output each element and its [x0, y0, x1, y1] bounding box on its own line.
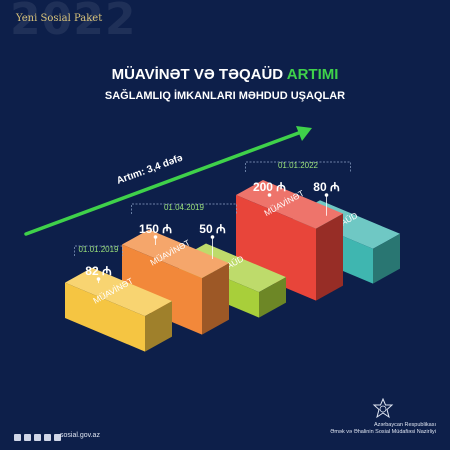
date-label: 01.01.2022: [278, 161, 319, 170]
bar-top-face: [65, 267, 172, 317]
value-dot: [324, 193, 329, 197]
ministry-line2: Əmək və Əhalinin Sosial Müdafiəsi Nazirl…: [330, 429, 436, 435]
value-dot: [96, 277, 101, 281]
twitter-icon[interactable]: [34, 434, 41, 441]
bar-side-face: [259, 277, 286, 318]
bar-1: MÜAVİNƏT: [122, 229, 229, 335]
growth-arrow-line: [24, 129, 306, 236]
chart-subtitle: SAĞLAMLIQ İMKANLARI MƏHDUD UŞAQLAR: [104, 90, 346, 102]
bar-front-face: [65, 282, 145, 352]
chart-title: MÜAVİNƏT VƏ TƏQAÜD ARTIMI: [0, 66, 450, 83]
growth-label: Artım: 3,4 dəfə: [115, 153, 184, 187]
facebook-icon[interactable]: [14, 434, 21, 441]
value-label: 80 ₼: [313, 180, 340, 194]
bar-top-face: [236, 180, 343, 229]
social-icons: [14, 434, 61, 441]
value-label: 200 ₼: [253, 180, 286, 194]
package-label: Yeni Sosial Paket: [16, 13, 103, 24]
telegram-icon[interactable]: [54, 434, 61, 441]
value-label: 82 ₼: [85, 264, 112, 278]
background-year: 2022: [10, 0, 137, 45]
bar-side-face: [145, 301, 172, 352]
date-label: 01.04.2019: [164, 203, 205, 212]
bar-front-face: [122, 244, 202, 335]
bar-3: MÜAVİNƏT: [236, 180, 343, 301]
growth-arrow-head: [296, 126, 312, 141]
instagram-icon[interactable]: [24, 434, 31, 441]
value-label: 50 ₼: [199, 222, 226, 236]
date-bracket: [245, 161, 351, 172]
value-dot: [153, 235, 158, 239]
ministry-name: Azərbaycan Respublikası Əmək və Əhalinin…: [286, 422, 436, 436]
date-bracket: [131, 203, 237, 214]
website-link[interactable]: sosial.gov.az: [60, 432, 100, 439]
chart-title-part1: MÜAVİNƏT VƏ TƏQAÜD: [111, 66, 287, 83]
bar-side-face: [202, 263, 229, 335]
date-bracket: [74, 245, 123, 256]
date-label: 01.01.2019: [78, 245, 119, 254]
bar-side-face: [316, 213, 343, 301]
youtube-icon[interactable]: [44, 434, 51, 441]
value-label: 150 ₼: [139, 222, 172, 236]
value-dot: [210, 235, 215, 239]
value-dot: [267, 193, 272, 197]
ministry-line1: Azərbaycan Respublikası: [373, 422, 436, 428]
bar-top-face: [122, 229, 229, 279]
ministry-emblem-icon: [372, 398, 394, 419]
bar-side-face: [373, 233, 400, 284]
chart-title-highlight: ARTIMI: [286, 66, 339, 83]
